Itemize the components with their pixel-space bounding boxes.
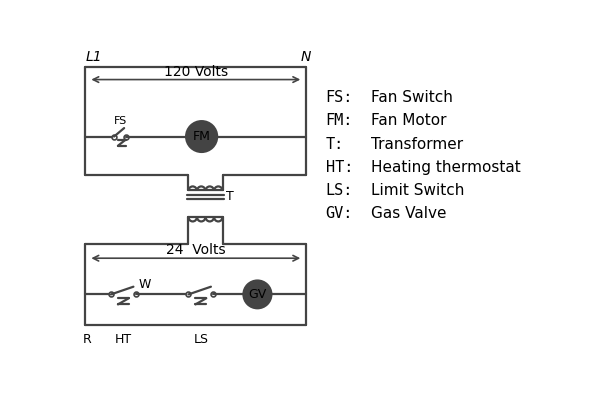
Circle shape — [186, 121, 217, 152]
Text: T:: T: — [326, 136, 344, 152]
Text: FM:: FM: — [326, 114, 353, 128]
Text: GV:: GV: — [326, 206, 353, 221]
Text: Heating thermostat: Heating thermostat — [371, 160, 520, 175]
Text: LS:: LS: — [326, 183, 353, 198]
Text: LS: LS — [194, 333, 208, 346]
Text: Fan Switch: Fan Switch — [371, 90, 453, 105]
Text: R: R — [83, 333, 91, 346]
Text: Gas Valve: Gas Valve — [371, 206, 446, 221]
Text: 120 Volts: 120 Volts — [164, 65, 228, 79]
Circle shape — [244, 280, 271, 308]
Text: L1: L1 — [86, 50, 102, 64]
Text: Limit Switch: Limit Switch — [371, 183, 464, 198]
Text: T: T — [225, 190, 234, 204]
Text: W: W — [139, 278, 151, 291]
Text: N: N — [301, 50, 312, 64]
Text: Fan Motor: Fan Motor — [371, 114, 446, 128]
Text: HT:: HT: — [326, 160, 353, 175]
Text: FM: FM — [193, 130, 211, 143]
Text: GV: GV — [248, 288, 267, 301]
Text: HT: HT — [115, 333, 132, 346]
Text: Transformer: Transformer — [371, 136, 463, 152]
Text: 24  Volts: 24 Volts — [166, 244, 225, 258]
Text: FS:: FS: — [326, 90, 353, 105]
Text: FS: FS — [114, 116, 127, 126]
